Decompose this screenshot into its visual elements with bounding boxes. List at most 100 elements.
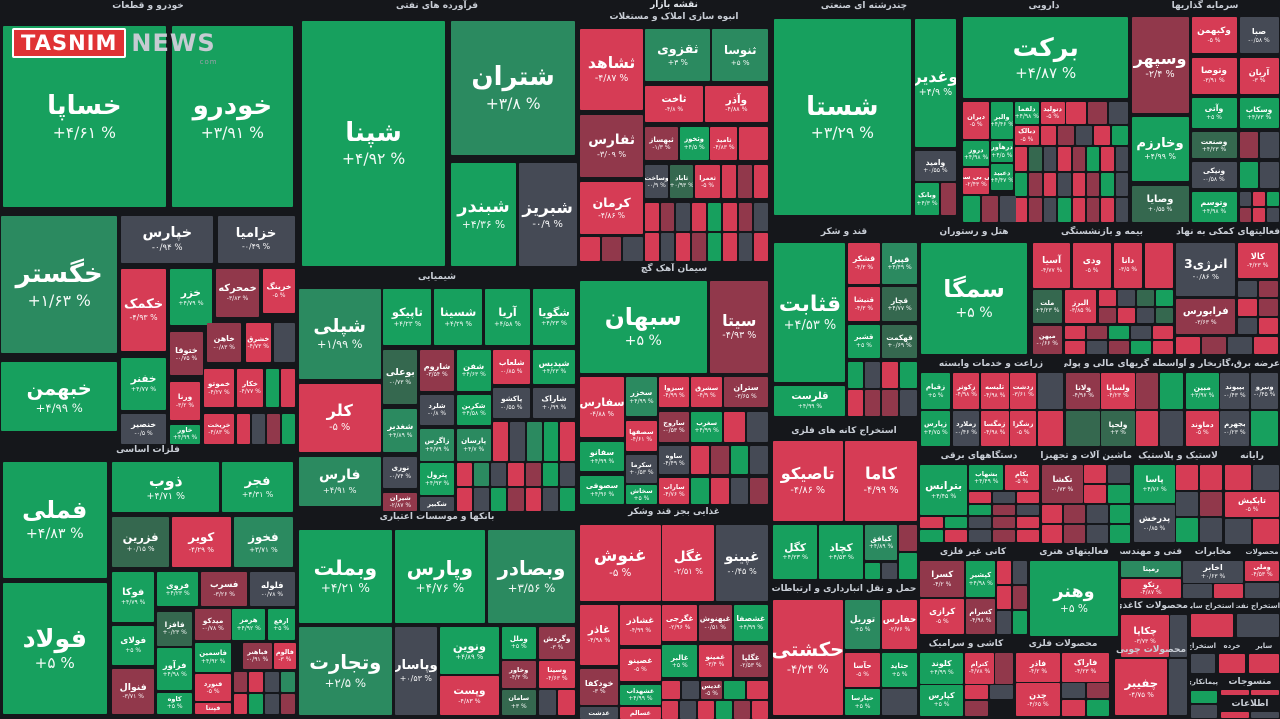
- treemap-tile[interactable]: شغدیر +۴/۸۹ %: [383, 408, 418, 452]
- treemap-tile[interactable]: وسپهر -۲/۴ %: [1131, 17, 1189, 114]
- treemap-tile[interactable]: [1221, 689, 1249, 696]
- treemap-tile[interactable]: [265, 671, 279, 692]
- treemap-tile[interactable]: شلرد -۰/۸ %: [420, 395, 454, 425]
- treemap-tile[interactable]: ثشاهد -۴/۸۷ %: [579, 28, 644, 111]
- treemap-tile[interactable]: [1029, 172, 1042, 197]
- treemap-tile[interactable]: [1225, 465, 1251, 491]
- treemap-tile[interactable]: [1086, 341, 1107, 355]
- treemap-tile[interactable]: [491, 463, 507, 487]
- treemap-tile[interactable]: فنوال -۳/۷۱ %: [112, 669, 154, 714]
- treemap-tile[interactable]: [1190, 705, 1218, 718]
- treemap-tile[interactable]: تاپیکو +۴/۲۳ %: [383, 288, 432, 346]
- treemap-tile[interactable]: [280, 693, 295, 714]
- treemap-tile[interactable]: ونیرو -۰/۴۵ %: [1251, 373, 1279, 409]
- treemap-tile[interactable]: پارسان +۴/۷ %: [456, 429, 491, 462]
- treemap-tile[interactable]: [456, 463, 472, 487]
- treemap-tile[interactable]: سصوفی +۴/۹۶ %: [579, 476, 625, 504]
- treemap-tile[interactable]: ودی -۵ %: [1073, 242, 1111, 288]
- treemap-tile[interactable]: چکاپا -۳/۷۳ %: [1121, 614, 1169, 658]
- treemap-tile[interactable]: [1190, 654, 1216, 673]
- treemap-tile[interactable]: [1029, 198, 1042, 222]
- treemap-tile[interactable]: [1258, 317, 1278, 335]
- treemap-tile[interactable]: [236, 413, 250, 444]
- treemap-tile[interactable]: [1130, 341, 1151, 355]
- treemap-tile[interactable]: شاروم -۳/۵۴ %: [420, 349, 454, 391]
- treemap-tile[interactable]: [508, 488, 524, 511]
- treemap-tile[interactable]: [1064, 524, 1085, 543]
- treemap-tile[interactable]: زاگرس +۴/۷۹ %: [420, 429, 454, 462]
- treemap-tile[interactable]: [848, 389, 863, 416]
- treemap-tile[interactable]: کی بی سی-۲/۴۳ %: [963, 168, 989, 195]
- treemap-tile[interactable]: [1084, 465, 1107, 484]
- treemap-tile[interactable]: [525, 463, 541, 487]
- treemap-tile[interactable]: [1016, 516, 1039, 529]
- treemap-tile[interactable]: شکبیر: [420, 497, 454, 511]
- treemap-tile[interactable]: [645, 232, 659, 261]
- treemap-tile[interactable]: وغدیر +۴/۹ %: [914, 19, 957, 148]
- treemap-tile[interactable]: وآتی +۵ %: [1191, 98, 1237, 128]
- treemap-tile[interactable]: قهکمت +۰/۶۹ %: [882, 324, 917, 359]
- treemap-tile[interactable]: [1064, 325, 1085, 340]
- treemap-tile[interactable]: [992, 516, 1015, 529]
- treemap-tile[interactable]: وصایا +۰/۵۵ %: [1131, 185, 1189, 222]
- treemap-tile[interactable]: حتاید +۵ %: [882, 652, 917, 688]
- treemap-tile[interactable]: حفارس -۲/۷۶ %: [882, 599, 917, 649]
- treemap-tile[interactable]: [1237, 280, 1257, 298]
- treemap-tile[interactable]: چدن -۴/۶۵ %: [1015, 682, 1061, 716]
- treemap-tile[interactable]: درهآور +۴/۵ %: [990, 140, 1014, 163]
- treemap-tile[interactable]: [1076, 125, 1093, 146]
- treemap-tile[interactable]: [965, 701, 989, 716]
- treemap-tile[interactable]: [557, 689, 576, 716]
- treemap-tile[interactable]: [1062, 700, 1085, 716]
- treemap-tile[interactable]: [623, 236, 644, 261]
- treemap-tile[interactable]: بترانس +۴/۴۵ %: [920, 465, 967, 516]
- treemap-tile[interactable]: فالوم -۳ %: [273, 643, 296, 670]
- treemap-tile[interactable]: وساخت -۰/۹ %: [645, 165, 669, 199]
- treemap-tile[interactable]: [1013, 586, 1027, 610]
- treemap-tile[interactable]: بوعلی -۰/۷۳ %: [383, 349, 418, 405]
- treemap-tile[interactable]: ساروج -۰/۵۳ %: [658, 411, 690, 442]
- treemap-tile[interactable]: [898, 525, 917, 551]
- treemap-tile[interactable]: [1190, 614, 1234, 637]
- treemap-tile[interactable]: ختوقا -۰/۷۵ %: [170, 331, 203, 376]
- treemap-tile[interactable]: غگلپا -۲/۵۳ %: [733, 645, 769, 677]
- treemap-tile[interactable]: [881, 562, 898, 579]
- treemap-tile[interactable]: [281, 413, 295, 444]
- treemap-tile[interactable]: [1176, 465, 1199, 490]
- treemap-tile[interactable]: خپارس -۰/۹۴ %: [121, 215, 214, 263]
- treemap-tile[interactable]: [997, 611, 1012, 635]
- treemap-tile[interactable]: [920, 516, 943, 529]
- treemap-tile[interactable]: [1250, 689, 1279, 696]
- treemap-tile[interactable]: کلر -۵ %: [298, 383, 381, 452]
- treemap-tile[interactable]: [710, 446, 729, 474]
- treemap-tile[interactable]: بجهرم -۰/۲۳ %: [1220, 410, 1250, 447]
- treemap-tile[interactable]: [1064, 504, 1085, 523]
- treemap-tile[interactable]: کترام -۴/۷۸ %: [965, 653, 994, 684]
- treemap-tile[interactable]: سخاش +۵ %: [626, 485, 657, 504]
- treemap-tile[interactable]: فخوز +۳/۷۱ %: [233, 517, 294, 568]
- treemap-tile[interactable]: وپاسار +۰/۵۳ %: [394, 627, 437, 716]
- treemap-tile[interactable]: خرینگ -۵ %: [263, 269, 295, 313]
- treemap-tile[interactable]: [1016, 492, 1039, 503]
- treemap-tile[interactable]: تکشا -۰/۷۳ %: [1041, 465, 1084, 503]
- treemap-tile[interactable]: [1117, 290, 1135, 306]
- treemap-tile[interactable]: خگستر +۱/۶۳ %: [1, 215, 117, 354]
- treemap-tile[interactable]: [493, 422, 509, 462]
- treemap-tile[interactable]: سمگا +۵ %: [921, 242, 1027, 355]
- treemap-tile[interactable]: کلوند +۴/۹۹ %: [919, 653, 964, 684]
- treemap-tile[interactable]: [543, 422, 559, 462]
- treemap-tile[interactable]: زمگسا -۴/۹۸ %: [980, 410, 1009, 447]
- treemap-tile[interactable]: ملت +۴/۲۳ %: [1032, 290, 1062, 324]
- treemap-tile[interactable]: [754, 203, 769, 231]
- treemap-tile[interactable]: فافزا +۰/۲۳ %: [156, 611, 193, 646]
- treemap-tile[interactable]: خموتو -۴/۲۷ %: [204, 368, 234, 408]
- treemap-tile[interactable]: شتران +۳/۸ %: [451, 20, 576, 155]
- treemap-tile[interactable]: [944, 530, 967, 542]
- treemap-tile[interactable]: [280, 671, 295, 692]
- treemap-tile[interactable]: [1183, 584, 1212, 599]
- treemap-tile[interactable]: والبر +۴/۴۶ %: [990, 102, 1014, 139]
- treemap-tile[interactable]: [692, 232, 706, 261]
- treemap-tile[interactable]: دیران -۵ %: [963, 102, 989, 139]
- treemap-tile[interactable]: کبافق +۴/۸۹ %: [864, 525, 898, 560]
- treemap-tile[interactable]: [1152, 325, 1173, 340]
